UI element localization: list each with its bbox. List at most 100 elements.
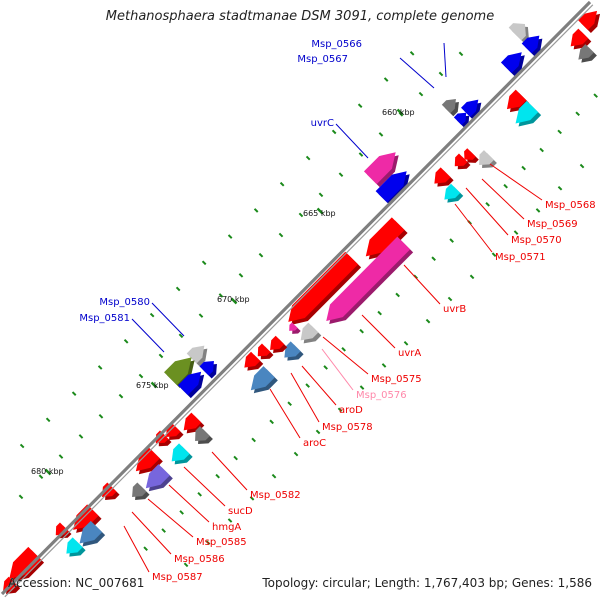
backbone-inner-line	[4, 4, 594, 598]
gene-arrow	[132, 482, 150, 500]
tick-mark	[383, 77, 389, 82]
tick-mark	[251, 437, 256, 443]
gene-leader-line	[147, 498, 194, 538]
gene-arrow	[441, 99, 459, 117]
kbp-tick-mark	[150, 381, 158, 389]
tick-mark	[431, 256, 436, 262]
gene-arrow	[145, 464, 173, 492]
tick-mark	[271, 473, 277, 479]
tick-mark	[337, 407, 343, 413]
kbp-tick-mark	[316, 207, 324, 215]
tick-mark	[358, 152, 364, 157]
tick-mark	[425, 318, 431, 324]
gene-label: aroD	[339, 405, 363, 416]
gene-label: Msp_0578	[322, 422, 373, 433]
gene-arrow	[375, 171, 410, 206]
gene-label: Msp_0587	[152, 572, 203, 583]
tick-mark	[258, 252, 264, 258]
gene-leader-line	[123, 525, 150, 573]
tick-mark	[418, 91, 424, 97]
gene-leader-line	[481, 178, 525, 220]
gene-arrow	[102, 482, 120, 500]
gene-leader-line	[131, 511, 172, 555]
tick-mark	[403, 340, 409, 346]
tick-mark	[381, 363, 387, 368]
gene-arrow	[326, 236, 414, 325]
tick-mark	[305, 155, 311, 161]
gene-label: Msp_0586	[174, 554, 225, 565]
gene-label: Msp_0567	[297, 54, 348, 65]
tick-mark	[341, 347, 346, 352]
gene-leader-line	[361, 314, 396, 349]
tick-mark	[575, 111, 580, 117]
gene-label: Msp_0576	[356, 390, 407, 401]
tick-mark	[503, 183, 508, 189]
tick-mark	[227, 518, 233, 523]
tick-mark	[485, 202, 490, 207]
tick-mark	[38, 474, 44, 480]
gene-label: Msp_0568	[545, 200, 596, 211]
tick-mark	[118, 393, 124, 399]
tick-mark	[215, 473, 220, 479]
tick-mark	[535, 208, 541, 213]
gene-label: Msp_0570	[511, 235, 562, 246]
tick-mark	[279, 181, 285, 187]
tick-mark	[438, 71, 444, 77]
tick-mark	[318, 192, 324, 198]
gene-label: Msp_0566	[311, 39, 362, 50]
gene-arrow	[365, 217, 408, 260]
tick-mark	[98, 413, 104, 419]
gene-arrow	[171, 443, 193, 465]
gene-arrow	[195, 426, 213, 444]
genome-summary-text: Topology: circular; Length: 1,767,403 bp…	[262, 576, 592, 590]
gene-leader-line	[183, 466, 226, 507]
tick-mark	[197, 492, 202, 497]
gene-leader-line	[131, 318, 165, 353]
gene-arrow	[454, 153, 471, 170]
gene-label: Msp_0569	[527, 219, 578, 230]
gene-label: Msp_0571	[495, 252, 546, 263]
gene-arrow	[79, 520, 106, 547]
gene-leader-line	[335, 123, 369, 159]
tick-mark	[175, 286, 181, 292]
gene-arrow	[479, 150, 497, 168]
tick-mark	[218, 293, 224, 298]
tick-mark	[287, 401, 292, 407]
tick-mark	[305, 383, 310, 388]
gene-label: sucD	[228, 506, 253, 517]
tick-mark	[138, 373, 144, 379]
tick-mark	[539, 147, 544, 153]
kbp-tick-mark	[230, 297, 238, 305]
gene-arrow	[515, 100, 542, 127]
gene-arrow	[288, 251, 362, 325]
gene-leader-line	[321, 348, 354, 391]
tick-mark	[201, 260, 207, 266]
gene-leader-line	[269, 388, 301, 439]
gene-leader-line	[443, 42, 447, 78]
gene-leader-line	[403, 264, 441, 305]
tick-mark	[357, 103, 363, 109]
tick-mark	[143, 546, 148, 551]
gene-arrow	[186, 345, 208, 367]
gene-arrow	[570, 28, 592, 50]
gene-leader-line	[465, 187, 509, 236]
gene-arrow	[434, 167, 454, 187]
tick-mark	[161, 528, 166, 533]
gene-arrow	[284, 341, 304, 361]
gene-arrow	[244, 351, 264, 371]
tick-mark	[513, 230, 519, 235]
tick-mark	[18, 494, 24, 500]
gene-leader-line	[454, 203, 493, 253]
gene-arrow	[73, 504, 102, 533]
gene-leader-line	[322, 336, 369, 375]
kbp-tick-label: 670 kbp	[217, 295, 250, 304]
tick-mark	[593, 93, 598, 98]
tick-mark	[331, 129, 337, 135]
tick-mark	[178, 333, 184, 339]
tick-mark	[198, 313, 204, 318]
gene-arrow	[257, 343, 274, 360]
gene-arrow	[508, 23, 529, 44]
gene-arrow	[464, 148, 479, 163]
gene-leader-line	[151, 302, 185, 337]
